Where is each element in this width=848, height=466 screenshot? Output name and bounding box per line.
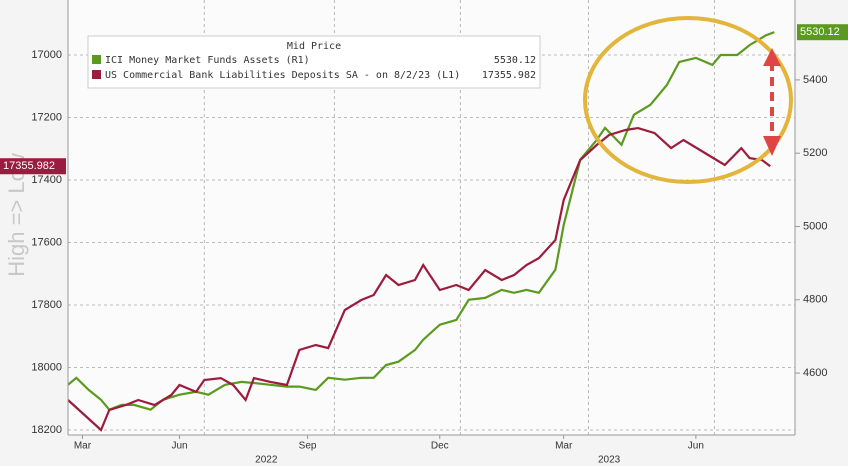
y-tick-label: 17200	[31, 111, 62, 123]
x-tick-label: Dec	[431, 441, 449, 452]
y-tick-label: 18200	[31, 424, 62, 436]
x-tick-label: Sep	[299, 441, 317, 452]
highlight-ellipse	[583, 16, 793, 184]
y2-tick-label: 5000	[803, 220, 827, 232]
series-line	[67, 126, 771, 432]
year-label: 2023	[598, 455, 621, 466]
x-tick-label: Jun	[171, 441, 187, 452]
axis-labels: 17000 17200 17400 17600 17800 18000 18200 4600 4…	[0, 24, 848, 466]
legend-title: Mid Price	[287, 41, 341, 52]
legend-label: ICI Money Market Funds Assets (R1)	[105, 55, 310, 66]
y2-tick-label: 5200	[803, 147, 827, 159]
last-value-label: 5530.12	[800, 26, 840, 38]
y-tick-label: 17800	[31, 299, 62, 311]
y2-tick-label: 4600	[803, 367, 827, 379]
year-label: 2022	[255, 455, 278, 466]
legend-box	[87, 35, 541, 89]
y2-tick-label: 5400	[803, 74, 827, 86]
legend-label: US Commercial Bank Liabilities Deposits …	[105, 70, 460, 81]
last-value-badge	[797, 24, 848, 41]
legend: Mid Price ICI Money Market Funds Assets …	[87, 35, 541, 89]
y-tick-label: 17600	[31, 236, 62, 248]
x-tick-label: Jun	[688, 441, 704, 452]
y-tick-label: 17000	[31, 49, 62, 61]
series-line	[67, 31, 775, 412]
arrow-head-down	[763, 136, 781, 156]
x-tick-label: Mar	[74, 441, 92, 452]
y-tick-label: 18000	[31, 361, 62, 373]
legend-value: 5530.12	[494, 55, 536, 66]
arrow-head-up	[763, 48, 781, 66]
y-tick-label: 17400	[31, 174, 62, 186]
lines	[67, 31, 775, 432]
last-value-badge	[0, 158, 66, 175]
legend-swatch	[92, 55, 101, 64]
legend-swatch	[92, 70, 101, 79]
x-tick-label: Mar	[555, 441, 573, 452]
last-value-label: 17355.982	[3, 160, 55, 172]
y2-tick-label: 4800	[803, 294, 827, 306]
legend-value: 17355.982	[482, 70, 536, 81]
